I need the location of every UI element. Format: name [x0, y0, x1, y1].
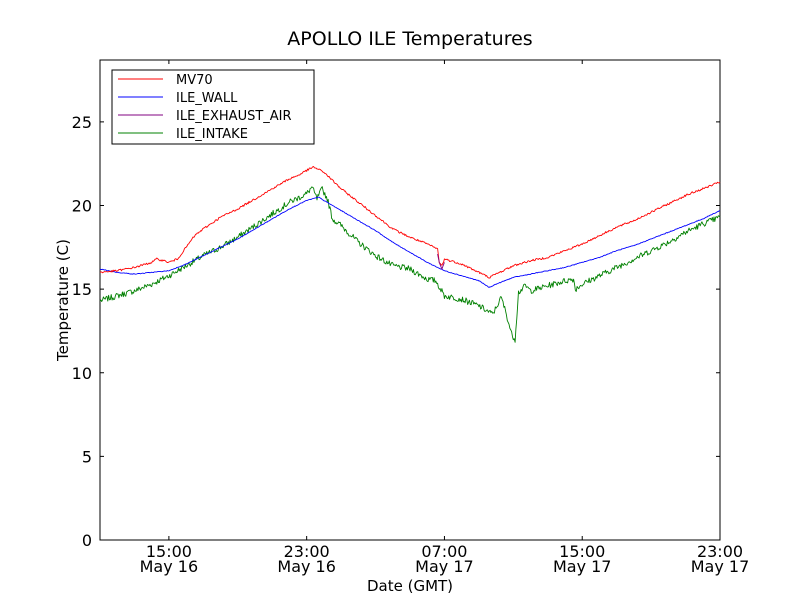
- series-line-mv70: [99, 166, 721, 279]
- y-tick-label: 5: [82, 447, 92, 466]
- x-tick-date-label: May 17: [415, 557, 474, 576]
- y-axis-ticks: 0 5 10 15 20 25: [72, 113, 720, 550]
- y-tick-label: 20: [72, 197, 92, 216]
- series-line-ile-wall: [99, 196, 721, 288]
- x-tick-date-label: May 17: [553, 557, 612, 576]
- legend-label: MV70: [176, 73, 213, 88]
- x-tick-date-label: May 16: [140, 557, 199, 576]
- legend-label: ILE_INTAKE: [176, 127, 248, 142]
- x-tick-time-label: 23:00: [697, 542, 743, 561]
- x-tick-time-label: 07:00: [421, 542, 467, 561]
- y-axis-label: Temperature (C): [54, 239, 72, 362]
- series-line-ile-exhaust-air: [437, 253, 445, 270]
- y-tick-label: 0: [82, 531, 92, 550]
- legend: MV70 ILE_WALL ILE_EXHAUST_AIR ILE_INTAKE: [111, 69, 315, 145]
- x-tick-time-label: 23:00: [284, 542, 330, 561]
- y-tick-label: 25: [72, 113, 92, 132]
- legend-items: MV70 ILE_WALL ILE_EXHAUST_AIR ILE_INTAKE: [118, 73, 292, 142]
- x-tick-date-label: May 17: [691, 557, 750, 576]
- x-tick-date-label: May 16: [277, 557, 336, 576]
- plot-frame: [99, 59, 721, 541]
- x-axis-label: Date (GMT): [367, 577, 453, 595]
- legend-label: ILE_WALL: [176, 91, 238, 106]
- y-tick-label: 15: [72, 280, 92, 299]
- legend-label: ILE_EXHAUST_AIR: [176, 109, 292, 124]
- chart-title: APOLLO ILE Temperatures: [287, 28, 532, 50]
- y-tick-label: 10: [72, 364, 92, 383]
- x-tick-time-label: 15:00: [559, 542, 605, 561]
- x-tick-time-label: 15:00: [146, 542, 192, 561]
- legend-box: [111, 69, 315, 145]
- series-layer: [99, 166, 721, 343]
